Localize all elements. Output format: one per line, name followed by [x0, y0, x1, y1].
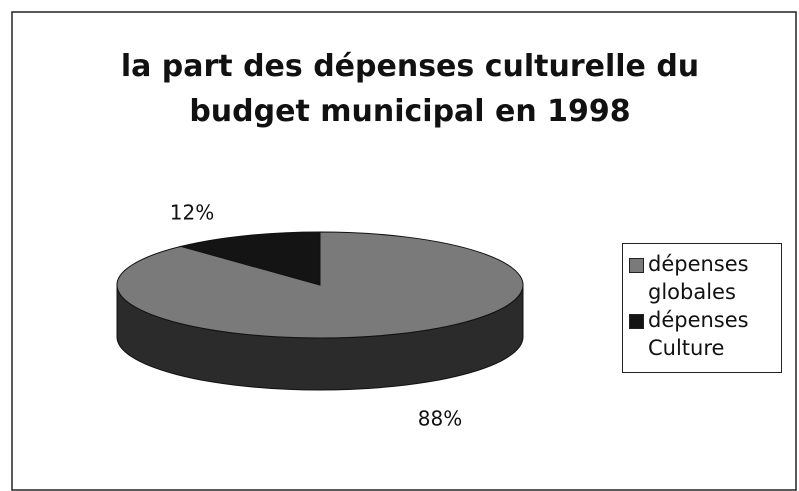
- value-label: 12%: [170, 201, 214, 225]
- slice: [179, 231, 321, 286]
- legend-swatch: [629, 258, 644, 273]
- legend-entry: dépenses Culture: [627, 306, 777, 362]
- chart-frame: [11, 11, 797, 491]
- legend: dépenses globales dépenses Culture: [622, 243, 782, 373]
- chart-title: la part des dépenses culturelle du budge…: [120, 49, 700, 129]
- legend-label: dépenses globales: [648, 252, 749, 304]
- legend-swatch: [629, 314, 644, 329]
- value-label: 88%: [418, 407, 462, 431]
- legend-label: dépenses Culture: [648, 308, 749, 360]
- legend-entry: dépenses globales: [627, 250, 777, 306]
